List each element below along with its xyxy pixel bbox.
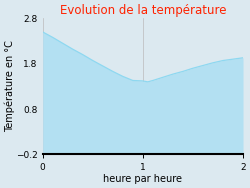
Title: Evolution de la température: Evolution de la température [60, 4, 226, 17]
X-axis label: heure par heure: heure par heure [103, 174, 182, 184]
Y-axis label: Température en °C: Température en °C [4, 40, 15, 132]
